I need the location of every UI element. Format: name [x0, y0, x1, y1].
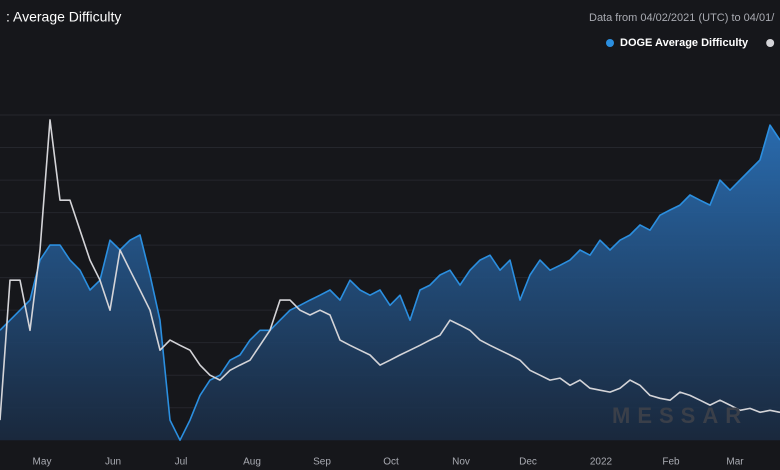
line: [0, 124, 780, 441]
legend-marker: [606, 39, 614, 47]
legend-marker: [766, 39, 775, 47]
watermark: MESSAR: [612, 403, 748, 428]
x-axis: May Jun Jul Aug Sep Oct Nov Dec 2022 Feb Mar: [33, 457, 745, 468]
x-tick-label: Aug: [243, 457, 261, 468]
x-tick-label: Nov: [452, 457, 470, 468]
x-tick-label: Feb: [662, 457, 680, 468]
x-tick-label: 2022: [590, 457, 613, 468]
chart-title: : Average Difficulty: [6, 9, 121, 25]
line: [0, 119, 780, 421]
x-tick-label: Mar: [726, 457, 744, 468]
chart-subtitle: Data from 04/02/2021 (UTC) to 04/01/: [589, 12, 775, 24]
legend: DOGE Average Difficulty: [606, 37, 775, 49]
x-tick-label: Oct: [383, 457, 399, 468]
plot-area: [0, 119, 780, 441]
x-tick-label: Jun: [105, 457, 121, 468]
x-tick-label: Dec: [519, 457, 537, 468]
x-tick-label: May: [33, 457, 52, 468]
x-tick-label: Jul: [175, 457, 188, 468]
legend-label[interactable]: DOGE Average Difficulty: [620, 37, 749, 49]
x-tick-label: Sep: [313, 457, 331, 468]
area: [0, 125, 780, 441]
